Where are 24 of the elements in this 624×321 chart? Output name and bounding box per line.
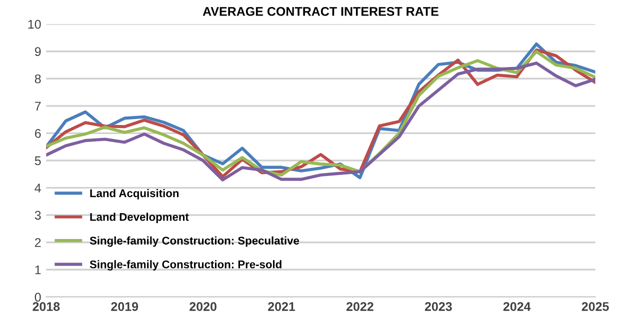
legend-label: Land Development xyxy=(90,212,189,224)
y-tick-label: 7 xyxy=(35,102,41,110)
x-tick-label: 2024 xyxy=(503,302,531,311)
x-tick-label: 2022 xyxy=(346,302,374,311)
x-tick-label: 2018 xyxy=(32,302,60,311)
x-tick-label: 2020 xyxy=(190,302,216,311)
x-tick-label: 2023 xyxy=(424,302,452,311)
y-tick-label: 2 xyxy=(34,238,41,247)
y-tick-label: 3 xyxy=(34,210,41,220)
y-tick-label: 4 xyxy=(34,184,41,192)
y-tick-label: 1 xyxy=(35,266,41,274)
legend-label: Single-family Construction: Pre-sold xyxy=(90,260,282,271)
y-tick-label: 8 xyxy=(34,74,41,84)
y-tick-label: 5 xyxy=(34,156,41,166)
x-tick-label: 2025 xyxy=(582,302,609,311)
legend-label: Single-family Construction: Speculative xyxy=(90,236,300,247)
y-tick-label: 0 xyxy=(34,292,41,302)
y-tick-label: 10 xyxy=(28,20,41,29)
legend-label: Land Acquisition xyxy=(90,189,179,200)
y-tick-label: 9 xyxy=(34,47,41,56)
x-tick-label: 2019 xyxy=(111,302,138,311)
y-tick-label: 6 xyxy=(35,129,41,138)
x-tick-label: 2021 xyxy=(268,302,296,311)
chart-title: AVERAGE CONTRACT INTEREST RATE xyxy=(202,7,438,16)
